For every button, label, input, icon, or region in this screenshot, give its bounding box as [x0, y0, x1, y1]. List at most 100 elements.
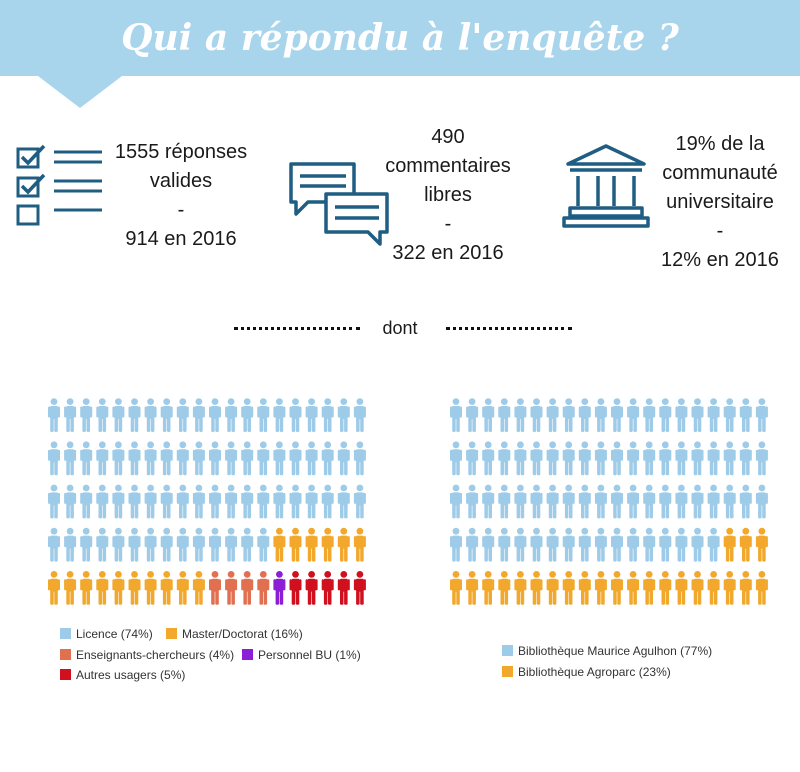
person-icon [659, 571, 672, 605]
person-icon [643, 398, 656, 432]
stat-line: commentaires [385, 155, 511, 177]
person-icon [337, 398, 350, 432]
person-icon [723, 527, 736, 562]
person-icon [659, 527, 672, 562]
person-icon [273, 484, 286, 519]
stat-line: 1555 réponses [114, 141, 248, 163]
person-icon [128, 527, 141, 562]
pictogram-chart-bibliotheques [450, 398, 768, 605]
person-icon [112, 398, 125, 432]
page-title: Qui a répondu à l'enquête ? [121, 17, 679, 59]
person-icon [466, 441, 479, 476]
person-icon [514, 398, 527, 432]
university-building-icon [562, 144, 650, 228]
person-icon [209, 527, 221, 562]
person-icon [192, 571, 205, 605]
person-icon [48, 398, 60, 432]
divider-line-left [234, 327, 360, 330]
person-icon [144, 441, 157, 476]
person-icon [546, 571, 559, 605]
person-icon [707, 398, 720, 432]
person-icon [530, 398, 543, 432]
legend-item-autres: Autres usagers (5%) [60, 667, 185, 683]
person-icon [144, 527, 157, 562]
person-icon [723, 484, 736, 519]
person-icon [466, 571, 479, 605]
person-icon [498, 398, 511, 432]
person-icon [176, 398, 189, 432]
person-icon [353, 398, 366, 432]
legend-swatch [502, 666, 513, 677]
person-icon [659, 398, 672, 432]
person-icon [257, 441, 270, 476]
person-icon [192, 484, 205, 519]
person-icon [594, 398, 607, 432]
speech-bubbles-icon [289, 162, 389, 246]
person-icon [80, 571, 93, 605]
person-icon [112, 571, 125, 605]
person-icon [225, 527, 238, 562]
person-icon [257, 484, 270, 519]
person-icon [530, 571, 543, 605]
person-icon [128, 441, 141, 476]
person-icon [594, 571, 607, 605]
person-icon [144, 571, 157, 605]
person-icon [514, 527, 527, 562]
person-icon [160, 398, 173, 432]
person-icon [675, 484, 688, 519]
legend-swatch [502, 645, 513, 656]
checklist-icon [16, 144, 102, 226]
person-icon [739, 571, 752, 605]
person-icon [160, 484, 173, 519]
header-banner-arrow [38, 76, 122, 108]
person-icon [241, 441, 254, 476]
divider-line-right [446, 327, 572, 330]
person-icon [353, 441, 366, 476]
person-icon [64, 571, 77, 605]
person-icon [353, 527, 366, 562]
legend-swatch [242, 649, 253, 660]
person-icon [353, 484, 366, 519]
person-icon [578, 441, 591, 476]
stat-line: valides [149, 170, 213, 192]
stat-line: - [177, 199, 185, 221]
person-icon [48, 527, 60, 562]
person-icon [514, 571, 527, 605]
person-icon [755, 398, 768, 432]
person-icon [498, 441, 511, 476]
person-icon [675, 441, 688, 476]
person-icon [611, 527, 623, 562]
person-icon [192, 527, 205, 562]
person-icon [450, 398, 462, 432]
person-icon [160, 441, 173, 476]
person-icon [755, 527, 768, 562]
person-icon [176, 484, 189, 519]
person-icon [64, 527, 77, 562]
person-icon [450, 527, 462, 562]
legend-item-licence: Licence (74%) [60, 626, 153, 642]
person-icon [96, 527, 109, 562]
person-icon [739, 484, 752, 519]
person-icon [627, 484, 640, 519]
person-icon [64, 484, 77, 519]
person-icon [112, 527, 125, 562]
person-icon [96, 398, 109, 432]
person-icon [691, 484, 704, 519]
person-icon [450, 484, 462, 519]
person-icon [691, 398, 704, 432]
person-icon [643, 571, 656, 605]
person-icon [514, 484, 527, 519]
person-icon [723, 441, 736, 476]
person-icon [627, 398, 640, 432]
person-icon [241, 527, 254, 562]
person-icon [289, 441, 302, 476]
person-icon [691, 527, 704, 562]
person-icon [321, 484, 334, 519]
person-icon [209, 441, 221, 476]
person-icon [723, 571, 736, 605]
person-icon [691, 571, 704, 605]
person-icon [739, 398, 752, 432]
person-icon [562, 441, 575, 476]
person-icon [160, 571, 173, 605]
person-icon [546, 527, 559, 562]
